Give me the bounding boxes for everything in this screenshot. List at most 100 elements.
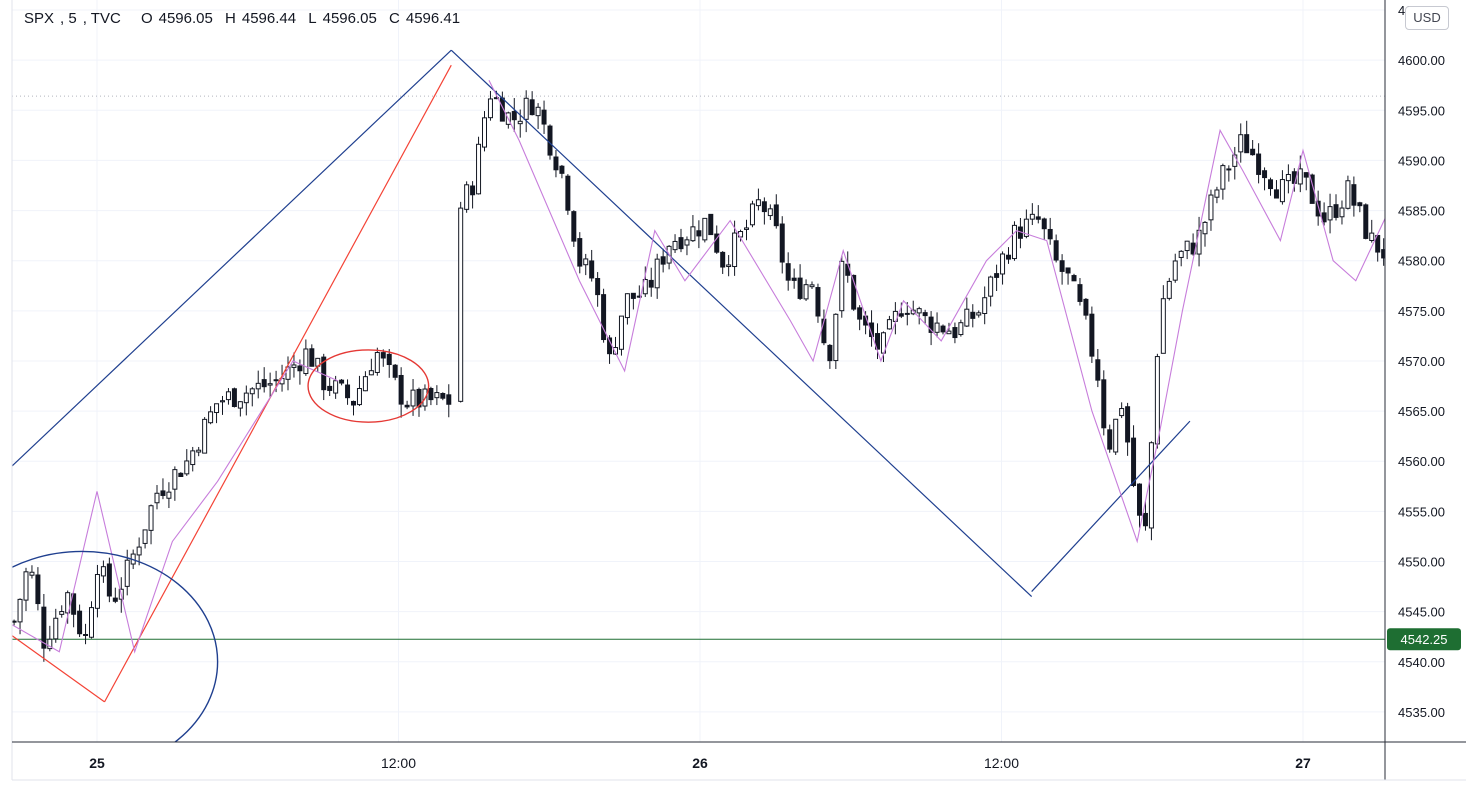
candle-down: [559, 165, 565, 174]
grid-lines: [12, 0, 1385, 742]
candle-down: [761, 201, 767, 213]
candle-up: [124, 559, 130, 587]
candle-up: [672, 240, 678, 251]
candle-down: [351, 400, 357, 406]
y-tick-label: 4595.00: [1398, 103, 1445, 118]
candle-down: [1465, 171, 1469, 179]
candle-down: [1381, 249, 1385, 259]
candle-down: [1101, 379, 1107, 429]
candle-down: [106, 563, 112, 597]
candle-up: [23, 571, 29, 601]
candle-down: [1250, 148, 1256, 156]
candle-down: [827, 344, 833, 362]
candle-down: [160, 490, 166, 496]
candle-down: [1459, 161, 1463, 169]
candle-up: [886, 319, 892, 330]
candle-up: [749, 203, 755, 226]
candle-up: [17, 598, 23, 623]
candle-up: [1208, 194, 1214, 221]
red-trend-line: [12, 634, 105, 703]
ellipse-drawing: [12, 550, 219, 742]
candle-down: [112, 597, 118, 602]
candle-down: [678, 237, 684, 250]
candle-down: [696, 230, 702, 237]
zigzag-line: [12, 360, 339, 654]
candle-up: [464, 184, 470, 210]
candle-up: [839, 260, 845, 312]
candle-down: [1303, 172, 1309, 178]
candle-up: [809, 284, 815, 288]
candle-down: [1071, 275, 1077, 282]
y-tick-label: 4550.00: [1398, 555, 1445, 570]
blue-trend-line: [1031, 420, 1191, 593]
candle-down: [1047, 228, 1053, 240]
candle-up: [184, 460, 190, 475]
candle-up: [636, 295, 642, 298]
candle-up: [94, 574, 100, 609]
currency-button[interactable]: USD: [1405, 6, 1449, 30]
candle-down: [83, 633, 89, 636]
candle-up: [976, 312, 982, 316]
candle-up: [148, 505, 154, 531]
candle-up: [624, 293, 630, 319]
candle-down: [428, 388, 434, 401]
candle-up: [523, 97, 529, 120]
candle-up: [219, 400, 225, 403]
chart-legend: SPX, 5, TVC O 4596.05 H 4596.44 L 4596.05 C…: [24, 10, 468, 27]
close-label: C: [389, 10, 400, 27]
candle-down: [845, 263, 851, 276]
candle-up: [1238, 134, 1244, 153]
candle-down: [1107, 429, 1113, 450]
candle-up: [88, 607, 94, 638]
candle-up: [267, 383, 273, 386]
symbol-label[interactable]: SPX, 5, TVC: [24, 10, 121, 27]
blue-trend-line: [12, 49, 452, 467]
candle-up: [291, 364, 297, 368]
candle-up: [410, 389, 416, 407]
candle-up: [934, 322, 940, 333]
candle-up: [208, 411, 214, 424]
candle-down: [41, 606, 47, 649]
candle-up: [964, 308, 970, 327]
candle-down: [773, 204, 779, 227]
candle-down: [922, 312, 928, 317]
candle-down: [1315, 200, 1321, 217]
candle-up: [1154, 356, 1160, 445]
candle-down: [547, 125, 553, 156]
candle-down: [327, 385, 333, 391]
y-tick-label: 4555.00: [1398, 504, 1445, 519]
candle-up: [172, 469, 178, 490]
close-value: 4596.41: [405, 10, 461, 27]
open-label: O: [140, 10, 153, 27]
candle-up: [190, 450, 196, 466]
candle-up: [1220, 165, 1226, 190]
candle-up: [1226, 168, 1232, 171]
candle-up: [910, 309, 916, 315]
candle-down: [648, 279, 654, 288]
candle-up: [726, 264, 732, 268]
candle-down: [339, 379, 345, 384]
y-tick-label: 4585.00: [1398, 204, 1445, 219]
x-tick-label: 26: [692, 755, 708, 771]
drawings-front-layer: [12, 49, 1385, 742]
candle-up: [1394, 240, 1398, 246]
candle-down: [940, 325, 946, 333]
candle-up: [1285, 173, 1291, 182]
candle-down: [404, 404, 410, 408]
candle-down: [595, 278, 601, 296]
candle-down: [970, 311, 976, 319]
candle-up: [136, 546, 142, 556]
candle-up: [1184, 240, 1190, 252]
candle-down: [273, 379, 279, 382]
candle-up: [958, 322, 964, 336]
candle-up: [100, 566, 106, 577]
candle-down: [898, 313, 904, 317]
candle-down: [869, 322, 875, 338]
high-label: H: [225, 10, 236, 27]
candle-up: [303, 348, 309, 375]
candle-down: [12, 620, 17, 623]
interval-label: 5: [68, 10, 77, 27]
low-label: L: [308, 10, 317, 27]
candle-up: [618, 315, 624, 350]
